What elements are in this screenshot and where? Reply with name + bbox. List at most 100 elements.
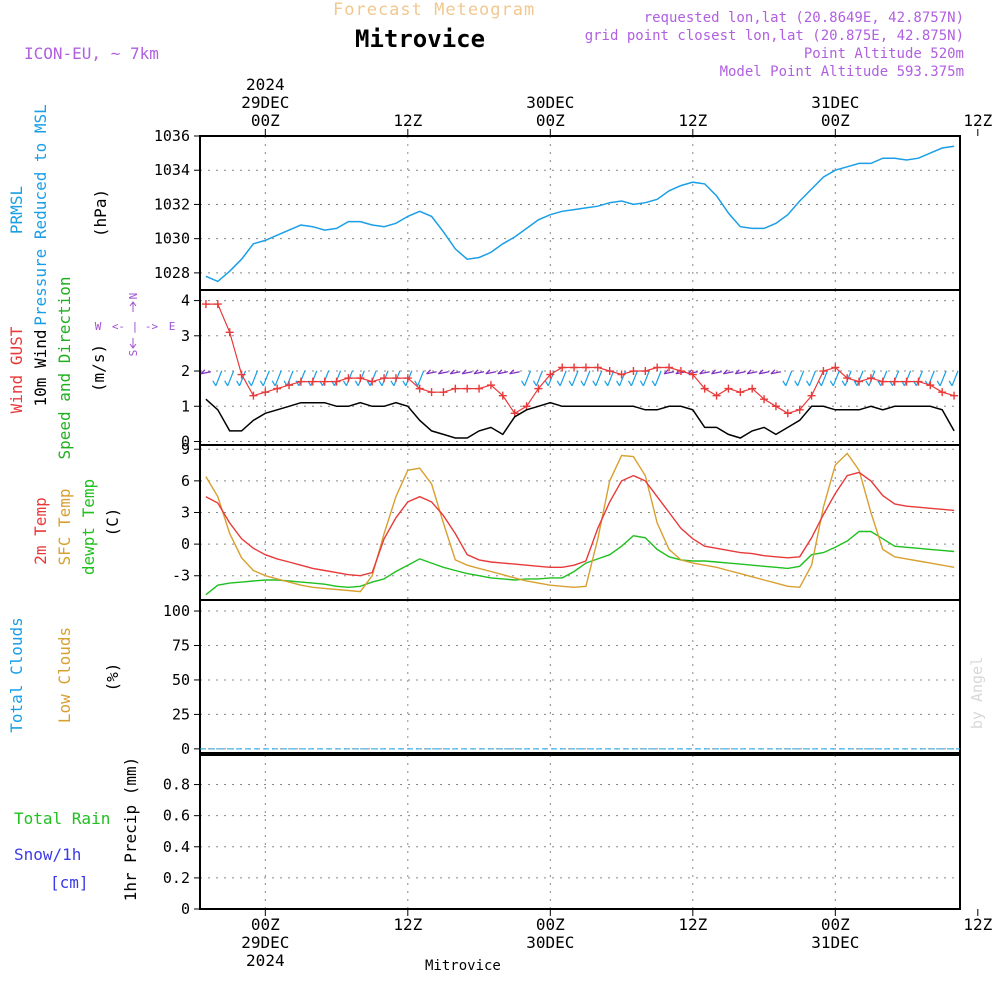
wind-y-tick-label: 3 xyxy=(181,327,190,345)
wind-direction-arrow xyxy=(200,371,212,375)
wind-direction-arrow xyxy=(583,370,591,387)
wind-direction-arrowhead xyxy=(247,380,252,387)
wind-direction-arrowhead xyxy=(604,380,609,387)
gust-line xyxy=(205,303,955,415)
gust-point xyxy=(890,377,899,386)
gust-point xyxy=(201,300,210,309)
wind-direction-arrowhead xyxy=(426,369,432,375)
gust-point xyxy=(451,384,460,393)
wind-direction-arrow xyxy=(462,371,473,375)
gust-point xyxy=(795,405,804,414)
wind-direction-arrow xyxy=(809,370,817,387)
gust-point xyxy=(249,391,258,400)
dewpoint-line xyxy=(205,530,955,596)
product-title: Forecast Meteogram xyxy=(333,0,536,20)
gust-point xyxy=(225,328,234,337)
wind-direction-arrow xyxy=(417,370,425,387)
top-time-label: 00Z xyxy=(536,111,565,130)
compass-south: S xyxy=(127,350,140,357)
gust-point xyxy=(320,377,329,386)
temperature-y-tick-label: 6 xyxy=(181,472,190,490)
gust-point xyxy=(712,391,721,400)
gust-point xyxy=(368,377,377,386)
gust-point xyxy=(914,377,923,386)
wind-y-tick-label: 1 xyxy=(181,397,190,415)
wind-direction-arrowhead xyxy=(722,369,728,375)
top-date-label: 31DEC xyxy=(811,93,859,112)
wind-direction-arrow xyxy=(250,370,258,387)
gust-point xyxy=(819,367,828,376)
wind-direction-arrow xyxy=(892,370,900,387)
wind-direction-arrow xyxy=(473,371,485,375)
top-date-label: 29DEC xyxy=(241,93,289,112)
gust-point xyxy=(439,388,448,397)
wind-direction-arrowhead xyxy=(402,380,407,387)
compass-east: E xyxy=(169,320,176,333)
temperature-y-tick-label: 9 xyxy=(181,440,190,458)
gust-point xyxy=(807,391,816,400)
wind-direction-arrowhead xyxy=(711,369,717,375)
wind-direction-arrow xyxy=(497,371,508,375)
wind-direction-arrow xyxy=(239,370,247,387)
gust-point xyxy=(237,370,246,379)
gust-point xyxy=(629,367,638,376)
wind-direction-arrow xyxy=(951,370,959,387)
gust-point xyxy=(344,374,353,383)
wind-direction-arrowhead xyxy=(521,380,526,387)
top-date-label: 30DEC xyxy=(526,93,574,112)
gust-point xyxy=(902,377,911,386)
wind-direction-arrowhead xyxy=(758,369,764,375)
gust-point xyxy=(665,363,674,372)
wind-direction-arrowhead xyxy=(841,380,846,387)
wind-direction-arrow xyxy=(369,370,377,387)
wind-direction-arrow xyxy=(334,370,342,387)
wind-direction-arrowhead xyxy=(485,369,491,375)
wind-direction-arrow xyxy=(663,371,675,375)
clouds-y-tick-label: 0 xyxy=(181,740,190,758)
wind-direction-arrow xyxy=(310,370,318,387)
wind-direction-arrowhead xyxy=(782,380,787,387)
gust-point xyxy=(771,402,780,411)
pressure-y-tick-label: 1036 xyxy=(154,127,190,145)
wind-direction-arrow xyxy=(904,370,912,387)
wind-direction-arrowhead xyxy=(770,369,776,375)
dewpt-temp-ylabel: dewpt Temp xyxy=(79,479,98,575)
gust-point xyxy=(783,409,792,418)
wind-direction-arrowhead xyxy=(948,380,953,387)
top-time-label: 00Z xyxy=(821,111,850,130)
gust-point xyxy=(617,370,626,379)
temperature-y-tick-label: 0 xyxy=(181,535,190,553)
wind-direction-arrow xyxy=(630,370,638,387)
wind-direction-arrowhead xyxy=(449,369,455,375)
wind-direction-arrowhead xyxy=(663,369,669,375)
wind-direction-arrow xyxy=(797,370,805,387)
gust-point xyxy=(878,377,887,386)
wind-direction-arrowhead xyxy=(224,380,229,387)
temperature-grid xyxy=(200,445,960,600)
wind-direction-arrow xyxy=(927,370,935,387)
wind-direction-arrow xyxy=(262,370,270,387)
wind-direction-arrow xyxy=(642,370,650,387)
wind-direction-arrow xyxy=(607,370,615,387)
wind-direction-arrowhead xyxy=(936,380,941,387)
clouds-y-tick-label: 100 xyxy=(163,602,190,620)
bottom-time-label: 12Z xyxy=(393,915,422,934)
wind-direction-arrow xyxy=(723,371,734,375)
gust-point xyxy=(308,377,317,386)
gust-point xyxy=(605,367,614,376)
gust-point xyxy=(831,363,840,372)
wind-direction-arrowhead xyxy=(699,369,705,375)
clouds-y-tick-label: 75 xyxy=(172,636,190,654)
model-label: ICON-EU, ~ 7km xyxy=(24,44,159,63)
gust-point xyxy=(653,363,662,372)
gust-point xyxy=(760,395,769,404)
total-clouds-ylabel: Total Clouds xyxy=(7,617,26,733)
snow-unit-legend: [cm] xyxy=(50,873,89,892)
gust-point xyxy=(641,367,650,376)
pressure-line xyxy=(205,145,955,283)
top-time-label: 12Z xyxy=(393,111,422,130)
gust-point xyxy=(332,377,341,386)
wind-direction-arrowhead xyxy=(437,369,443,375)
wind-direction-arrow xyxy=(832,370,840,387)
bottom-date-label: 29DEC xyxy=(241,933,289,952)
